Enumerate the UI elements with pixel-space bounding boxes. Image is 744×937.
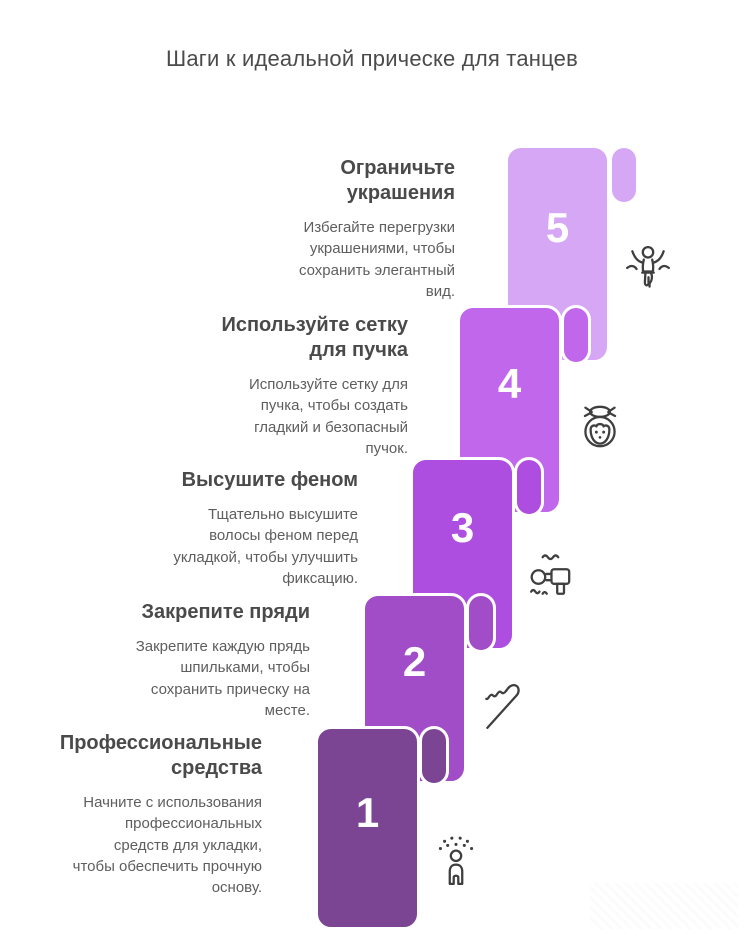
step-2-description: Закрепите каждую прядь шпильками, чтобы … — [135, 638, 310, 719]
step-1-description: Начните с использования профессиональных… — [72, 794, 262, 897]
dancer-icon — [623, 243, 673, 297]
watermark — [590, 883, 738, 929]
step-4-description: Используйте сетку для пучка, чтобы созда… — [248, 376, 408, 457]
step-4-heading: Используйте сетку для пучка — [221, 314, 408, 361]
ribbon-2-curl — [466, 593, 496, 653]
step-1-number: 1 — [355, 789, 380, 836]
step-2-number: 2 — [402, 638, 427, 685]
bun-hairstyle-icon — [575, 402, 625, 456]
step-4-text: Используйте сетку для пучка Используйте … — [148, 313, 408, 459]
step-2-heading: Закрепите пряди — [141, 601, 310, 623]
hair-dryer-icon — [527, 549, 577, 603]
step-1-text: Профессиональные средства Начните с испо… — [2, 731, 262, 898]
step-4-number: 4 — [497, 360, 522, 407]
step-5-description: Избегайте перегрузки украшениями, чтобы … — [298, 219, 455, 300]
ribbon-1: 1 — [315, 726, 420, 930]
step-5-text: Ограничьте украшения Избегайте перегрузк… — [195, 156, 455, 302]
hair-spray-person-icon — [431, 834, 481, 888]
ribbon-1-curl — [419, 726, 449, 786]
step-3-text: Высушите феном Тщательно высушите волосы… — [98, 468, 358, 589]
ribbon-3-curl — [514, 457, 544, 517]
page-title: Шаги к идеальной прическе для танцев — [166, 46, 578, 71]
step-3-number: 3 — [450, 504, 475, 551]
ribbon-5-curl — [609, 145, 639, 205]
step-5-number: 5 — [545, 204, 570, 251]
step-1-heading: Профессиональные средства — [59, 732, 262, 779]
bobby-pin-icon — [479, 680, 529, 734]
ribbon-4-curl — [561, 305, 591, 365]
step-5-heading: Ограничьте украшения — [340, 157, 455, 204]
step-2-text: Закрепите пряди Закрепите каждую прядь ш… — [50, 600, 310, 721]
step-3-description: Тщательно высушите волосы феном перед ук… — [173, 506, 358, 587]
step-3-heading: Высушите феном — [181, 469, 358, 491]
